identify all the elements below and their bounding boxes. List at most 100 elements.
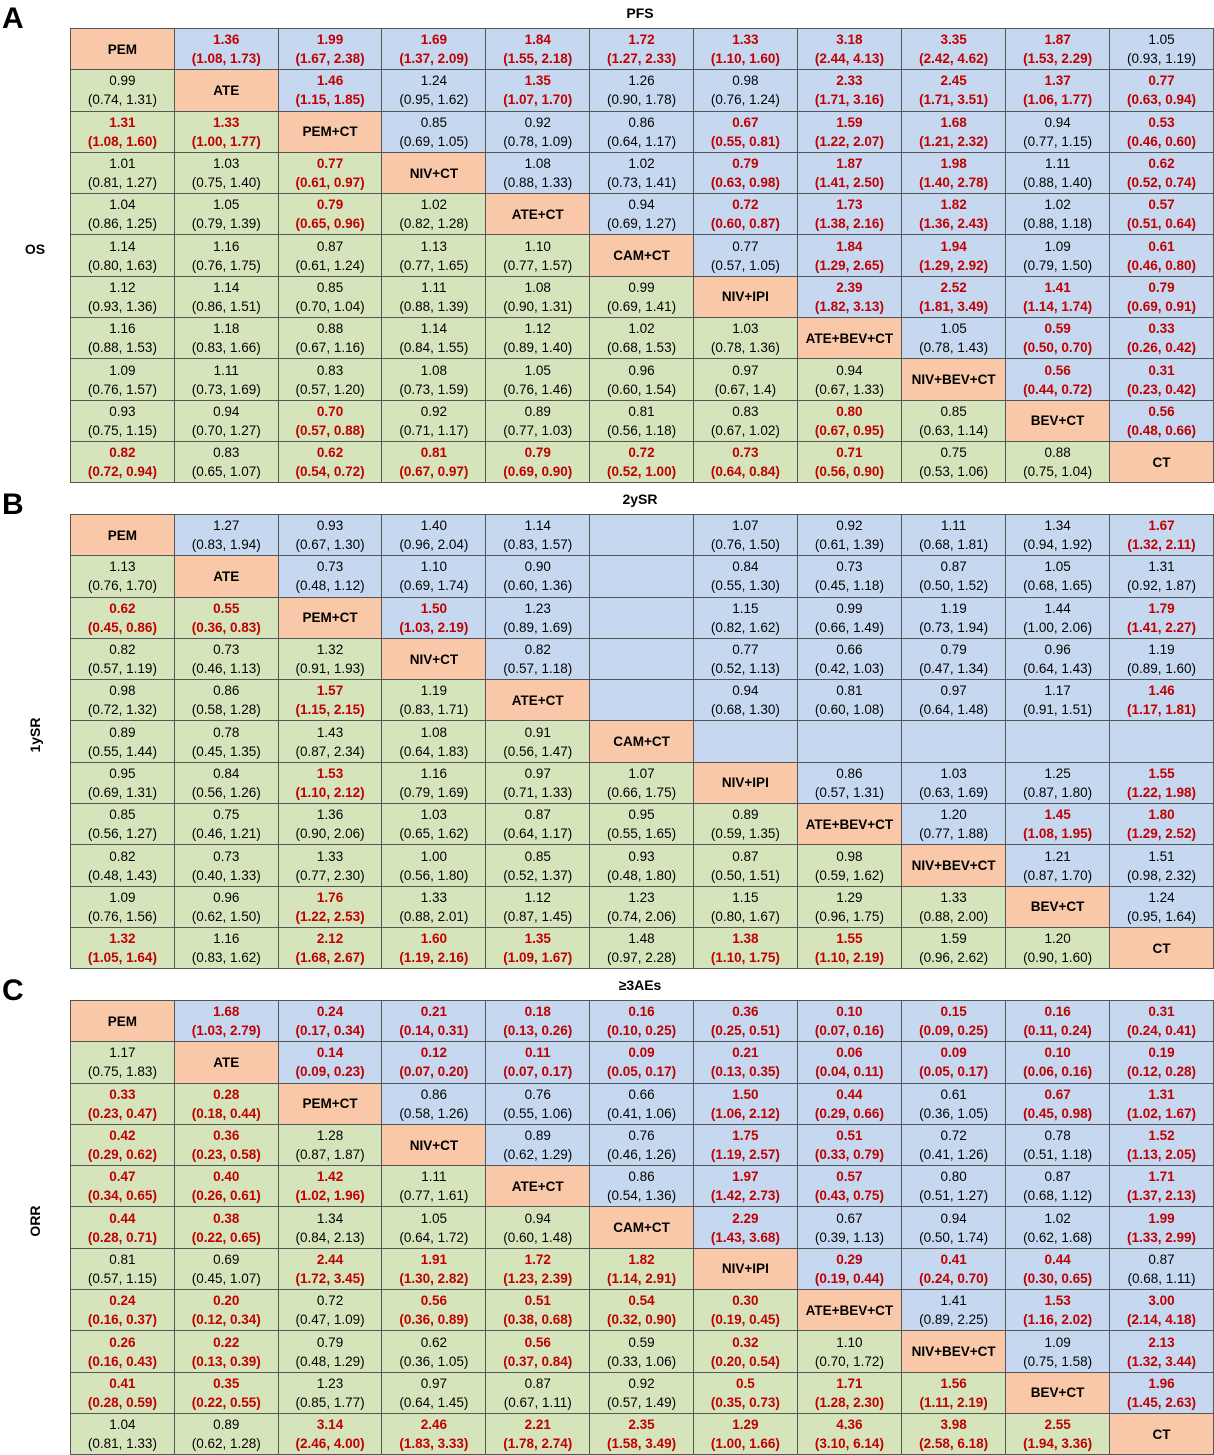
confidence-interval: (0.81, 1.33) — [87, 1436, 157, 1452]
lower-cell: 0.26 (0.16, 0.43) — [70, 1330, 175, 1373]
lower-cell: 3.14 (2.46, 4.00) — [277, 1412, 383, 1455]
confidence-interval: (0.46, 1.21) — [191, 826, 261, 842]
confidence-interval: (0.65, 1.07) — [191, 464, 261, 480]
upper-cell: 0.73 (0.48, 1.12) — [277, 555, 383, 598]
point-estimate: 1.33 — [940, 889, 967, 905]
upper-cell: 0.51 (0.33, 0.79) — [796, 1123, 903, 1167]
point-estimate: 0.24 — [316, 1004, 344, 1020]
confidence-interval: (2.42, 4.62) — [919, 51, 989, 67]
point-estimate: 1.87 — [1044, 32, 1071, 48]
lower-cell: 0.40 (0.26, 0.61) — [173, 1165, 279, 1208]
confidence-interval: (0.42, 1.03) — [814, 661, 884, 677]
table-row: 1.04 (0.86, 1.25) 1.05 (0.79, 1.39) 0.79 (0.6… — [70, 193, 1214, 236]
lower-cell: 0.33 (0.23, 0.47) — [70, 1082, 175, 1125]
lower-cell: 0.81 (0.56, 1.18) — [589, 399, 694, 442]
confidence-interval: (1.15, 1.85) — [295, 92, 365, 108]
point-estimate: 3.00 — [1148, 1293, 1175, 1309]
table-row: 1.13 (0.76, 1.70) ATE 0.73 (0.48, 1.12) 1.10 (… — [70, 555, 1214, 598]
confidence-interval: (0.48, 1.12) — [295, 578, 365, 594]
point-estimate: 0.87 — [940, 559, 967, 575]
confidence-interval: (0.56, 0.90) — [814, 464, 884, 480]
upper-cell: 0.86 (0.57, 1.31) — [796, 761, 903, 805]
upper-cell: 0.86 (0.64, 1.17) — [589, 110, 694, 153]
treatment-label: NIV+CT — [381, 1123, 487, 1167]
confidence-interval: (0.90, 2.06) — [295, 826, 365, 842]
confidence-interval: (0.26, 0.42) — [1126, 340, 1197, 356]
point-estimate: 0.87 — [316, 238, 344, 254]
confidence-interval: (0.89, 1.69) — [503, 619, 573, 635]
upper-cell: 0.84 (0.55, 1.30) — [692, 555, 798, 598]
treatment-label: ATE+BEV+CT — [796, 803, 903, 846]
confidence-interval: (0.59, 1.62) — [814, 867, 884, 883]
point-estimate: 0.59 — [628, 1334, 655, 1350]
point-estimate: 3.18 — [836, 32, 863, 48]
treatment-label: PEM — [70, 999, 175, 1043]
upper-cell: 1.73 (1.38, 2.16) — [796, 193, 903, 236]
point-estimate: 0.36 — [213, 1128, 240, 1144]
upper-cell: 0.09 (0.05, 0.17) — [589, 1041, 694, 1084]
treatment-label: NIV+CT — [381, 637, 487, 681]
confidence-interval: (0.77, 1.03) — [503, 422, 573, 438]
lower-cell: 1.56 (1.11, 2.19) — [901, 1371, 1007, 1414]
lower-cell: 0.69 (0.45, 1.07) — [173, 1247, 279, 1291]
lower-cell: 0.56 (0.36, 0.89) — [381, 1289, 487, 1332]
lower-cell: 0.36 (0.23, 0.58) — [173, 1123, 279, 1167]
confidence-interval: (0.56, 1.27) — [87, 826, 157, 842]
confidence-interval: (0.36, 0.83) — [191, 619, 261, 635]
point-estimate: 0.56 — [1044, 362, 1071, 378]
confidence-interval: (0.91, 1.51) — [1023, 702, 1093, 718]
point-estimate: 2.13 — [1148, 1334, 1175, 1350]
point-estimate: 0.51 — [836, 1128, 863, 1144]
upper-cell: 0.79 (0.63, 0.98) — [692, 151, 798, 195]
point-estimate: 1.69 — [420, 32, 448, 48]
upper-cell: 0.66 (0.41, 1.06) — [589, 1082, 694, 1125]
point-estimate: 0.83 — [316, 362, 344, 378]
confidence-interval: (0.72, 1.32) — [87, 702, 157, 718]
upper-cell: 0.19 (0.12, 0.28) — [1109, 1041, 1214, 1084]
point-estimate: 1.59 — [940, 931, 967, 947]
confidence-interval: (0.69, 0.91) — [1126, 298, 1197, 314]
point-estimate: 0.93 — [316, 518, 344, 534]
upper-cell: 0.29 (0.19, 0.44) — [796, 1247, 903, 1291]
point-estimate: 1.79 — [1148, 600, 1175, 616]
point-estimate: 0.56 — [420, 1293, 448, 1309]
upper-cell: 1.19 (0.73, 1.94) — [901, 596, 1007, 639]
treatment-label: ATE+CT — [485, 679, 591, 722]
point-estimate: 1.29 — [836, 889, 863, 905]
upper-cell: 1.75 (1.19, 2.57) — [692, 1123, 798, 1167]
confidence-interval: (0.05, 0.17) — [607, 1064, 677, 1080]
upper-cell: 0.77 (0.52, 1.13) — [692, 637, 798, 681]
upper-cell: 0.86 (0.54, 1.36) — [589, 1165, 694, 1208]
point-estimate: 0.54 — [628, 1293, 655, 1309]
confidence-interval: (0.65, 0.96) — [295, 216, 365, 232]
upper-cell: 0.62 (0.52, 0.74) — [1109, 151, 1214, 195]
treatment-label: ATE+CT — [485, 193, 591, 236]
lower-cell: 1.11 (0.77, 1.61) — [381, 1165, 487, 1208]
lower-cell: 0.80 (0.67, 0.95) — [796, 399, 903, 442]
point-estimate: 0.10 — [836, 1004, 863, 1020]
table-row: 0.41 (0.28, 0.59) 0.35 (0.22, 0.55) 1.23 (0.8… — [70, 1371, 1214, 1414]
confidence-interval: (0.75, 1.40) — [191, 175, 261, 191]
lower-cell: 0.38 (0.22, 0.65) — [173, 1206, 279, 1249]
point-estimate: 0.87 — [1044, 1169, 1071, 1185]
confidence-interval: (1.19, 2.57) — [710, 1147, 780, 1163]
point-estimate: 0.95 — [109, 765, 136, 781]
confidence-interval: (0.46, 1.26) — [607, 1147, 677, 1163]
point-estimate: 1.12 — [109, 279, 136, 295]
confidence-interval: (0.76, 1.75) — [191, 257, 261, 273]
upper-cell: 0.15 (0.09, 0.25) — [901, 999, 1007, 1043]
upper-cell: 2.45 (1.71, 3.51) — [901, 69, 1007, 112]
upper-cell: 0.57 (0.51, 0.64) — [1109, 193, 1214, 236]
treatment-label: BEV+CT — [1005, 399, 1111, 442]
upper-cell: 0.77 (0.57, 1.05) — [692, 234, 798, 277]
confidence-interval: (0.97, 2.28) — [607, 950, 677, 966]
treatment-label: BEV+CT — [1005, 1371, 1111, 1414]
table-row: 0.82 (0.57, 1.19) 0.73 (0.46, 1.13) 1.32 (0.9… — [70, 637, 1214, 681]
upper-cell: 1.68 (1.21, 2.32) — [901, 110, 1007, 153]
confidence-interval: (0.29, 0.62) — [87, 1147, 157, 1163]
point-estimate: 0.56 — [1148, 403, 1175, 419]
point-estimate: 0.93 — [109, 403, 136, 419]
upper-cell: 0.72 (0.60, 0.87) — [692, 193, 798, 236]
confidence-interval: (0.94, 1.92) — [1023, 537, 1093, 553]
point-estimate: 0.89 — [213, 1417, 240, 1433]
